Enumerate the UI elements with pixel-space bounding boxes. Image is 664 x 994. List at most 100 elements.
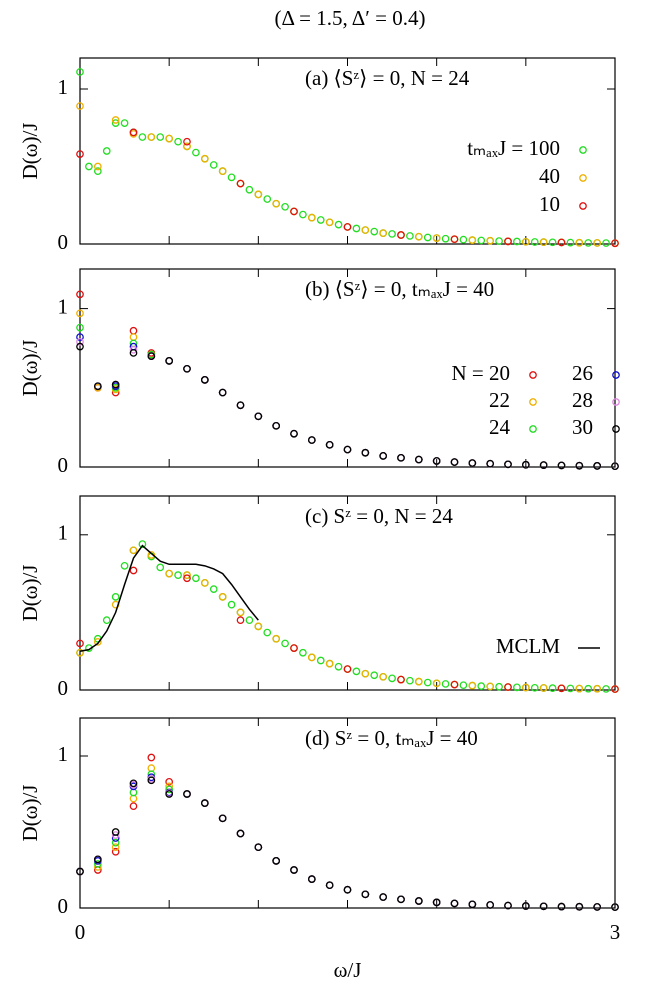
data-point <box>307 436 316 444</box>
legend-label: MCLM <box>496 634 561 658</box>
data-point <box>129 349 138 357</box>
data-point <box>513 683 521 692</box>
panel-annotation: (a) ⟨Sᶻ⟩ = 0, N = 24 <box>305 66 470 90</box>
data-point <box>423 233 432 242</box>
data-point <box>263 195 272 203</box>
data-point <box>593 239 602 247</box>
data-point <box>539 461 548 469</box>
data-point <box>361 890 370 899</box>
data-point <box>361 669 370 678</box>
data-point <box>93 382 102 391</box>
data-point <box>486 236 495 245</box>
data-point <box>76 338 84 346</box>
data-point <box>406 676 414 685</box>
legend-swatch <box>529 425 537 433</box>
data-point <box>477 682 486 690</box>
data-point <box>325 218 334 227</box>
data-point <box>76 290 84 299</box>
data-point <box>138 133 147 141</box>
data-point <box>183 790 191 798</box>
y-axis-label: D(ω)/J <box>18 785 42 842</box>
data-point <box>593 462 602 470</box>
data-point <box>352 224 361 233</box>
data-point <box>156 563 165 572</box>
data-point <box>450 680 459 689</box>
data-point <box>102 616 111 625</box>
data-point <box>183 571 191 580</box>
legend-label: 40 <box>539 164 560 188</box>
data-point <box>486 901 495 909</box>
data-point <box>93 162 102 171</box>
data-point <box>486 682 495 691</box>
data-point <box>441 234 450 243</box>
data-point <box>111 838 120 847</box>
data-point <box>316 656 325 665</box>
data-point <box>76 102 84 110</box>
data-point <box>611 239 619 248</box>
data-point <box>521 683 530 692</box>
data-point <box>548 238 557 247</box>
data-point <box>602 239 610 247</box>
data-point <box>611 903 619 911</box>
data-point <box>432 234 441 242</box>
panel-annotation: (c) Sᶻ = 0, N = 24 <box>305 504 453 528</box>
legend-swatch <box>529 398 537 406</box>
data-point <box>343 885 352 894</box>
data-point <box>379 452 388 460</box>
data-point <box>147 551 156 559</box>
data-point <box>236 829 245 838</box>
data-point <box>379 229 388 237</box>
data-point <box>183 574 191 583</box>
data-point <box>147 133 156 141</box>
data-point <box>263 628 272 637</box>
data-point <box>414 677 423 686</box>
data-point <box>397 231 405 239</box>
data-point <box>414 897 423 905</box>
data-point <box>343 665 352 673</box>
data-point <box>76 648 84 657</box>
x-tick-label: 3 <box>610 920 621 944</box>
data-point <box>129 779 138 788</box>
data-point <box>459 681 468 690</box>
data-point <box>530 238 539 246</box>
data-point <box>227 173 236 182</box>
data-point <box>85 162 93 171</box>
data-point <box>521 237 530 246</box>
y-tick-label: 1 <box>58 521 69 545</box>
data-point <box>611 462 619 471</box>
legend-label: 22 <box>489 388 510 412</box>
data-point <box>129 326 138 335</box>
data-point <box>245 185 254 194</box>
data-point <box>450 235 459 244</box>
data-point <box>486 459 495 468</box>
data-point <box>557 238 566 247</box>
data-point <box>468 681 477 690</box>
data-point <box>165 569 174 578</box>
data-point <box>218 388 227 397</box>
y-axis-label: D(ω)/J <box>18 565 42 622</box>
data-point <box>388 674 396 683</box>
data-point <box>209 161 218 169</box>
legend-swatch <box>612 425 620 433</box>
data-point <box>602 685 610 693</box>
data-point <box>432 679 441 688</box>
data-point <box>325 440 334 449</box>
data-point <box>290 429 298 438</box>
data-point <box>495 237 503 245</box>
data-point <box>325 881 334 890</box>
data-point <box>325 659 334 668</box>
data-point <box>316 216 325 224</box>
data-point <box>236 608 245 617</box>
data-point <box>370 671 379 680</box>
data-point <box>575 684 584 693</box>
data-point <box>575 902 584 911</box>
data-point <box>174 137 182 146</box>
data-point <box>200 799 209 807</box>
data-point <box>272 857 281 865</box>
figure-title: (Δ = 1.5, Δ′ = 0.4) <box>275 6 426 30</box>
data-point <box>299 648 307 657</box>
legend-swatch <box>579 202 587 210</box>
data-point <box>76 150 84 158</box>
data-point <box>272 421 281 430</box>
data-point <box>76 333 84 341</box>
